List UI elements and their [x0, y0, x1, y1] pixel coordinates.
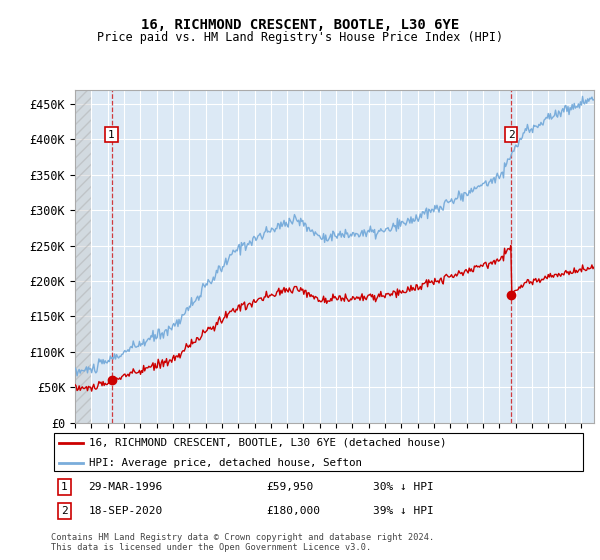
Text: Contains HM Land Registry data © Crown copyright and database right 2024.: Contains HM Land Registry data © Crown c…	[51, 533, 434, 542]
Text: £180,000: £180,000	[266, 506, 320, 516]
Text: 1: 1	[61, 482, 68, 492]
Text: 18-SEP-2020: 18-SEP-2020	[89, 506, 163, 516]
Text: 2: 2	[61, 506, 68, 516]
FancyBboxPatch shape	[53, 433, 583, 471]
Text: 1: 1	[108, 129, 115, 139]
Text: Price paid vs. HM Land Registry's House Price Index (HPI): Price paid vs. HM Land Registry's House …	[97, 31, 503, 44]
Text: HPI: Average price, detached house, Sefton: HPI: Average price, detached house, Seft…	[89, 458, 362, 468]
Text: £59,950: £59,950	[266, 482, 313, 492]
Text: 16, RICHMOND CRESCENT, BOOTLE, L30 6YE: 16, RICHMOND CRESCENT, BOOTLE, L30 6YE	[141, 18, 459, 32]
Text: This data is licensed under the Open Government Licence v3.0.: This data is licensed under the Open Gov…	[51, 543, 371, 552]
Text: 16, RICHMOND CRESCENT, BOOTLE, L30 6YE (detached house): 16, RICHMOND CRESCENT, BOOTLE, L30 6YE (…	[89, 437, 446, 447]
Text: 29-MAR-1996: 29-MAR-1996	[89, 482, 163, 492]
Bar	[75, 90, 91, 423]
Text: 2: 2	[508, 129, 514, 139]
Text: 30% ↓ HPI: 30% ↓ HPI	[373, 482, 434, 492]
Text: 39% ↓ HPI: 39% ↓ HPI	[373, 506, 434, 516]
